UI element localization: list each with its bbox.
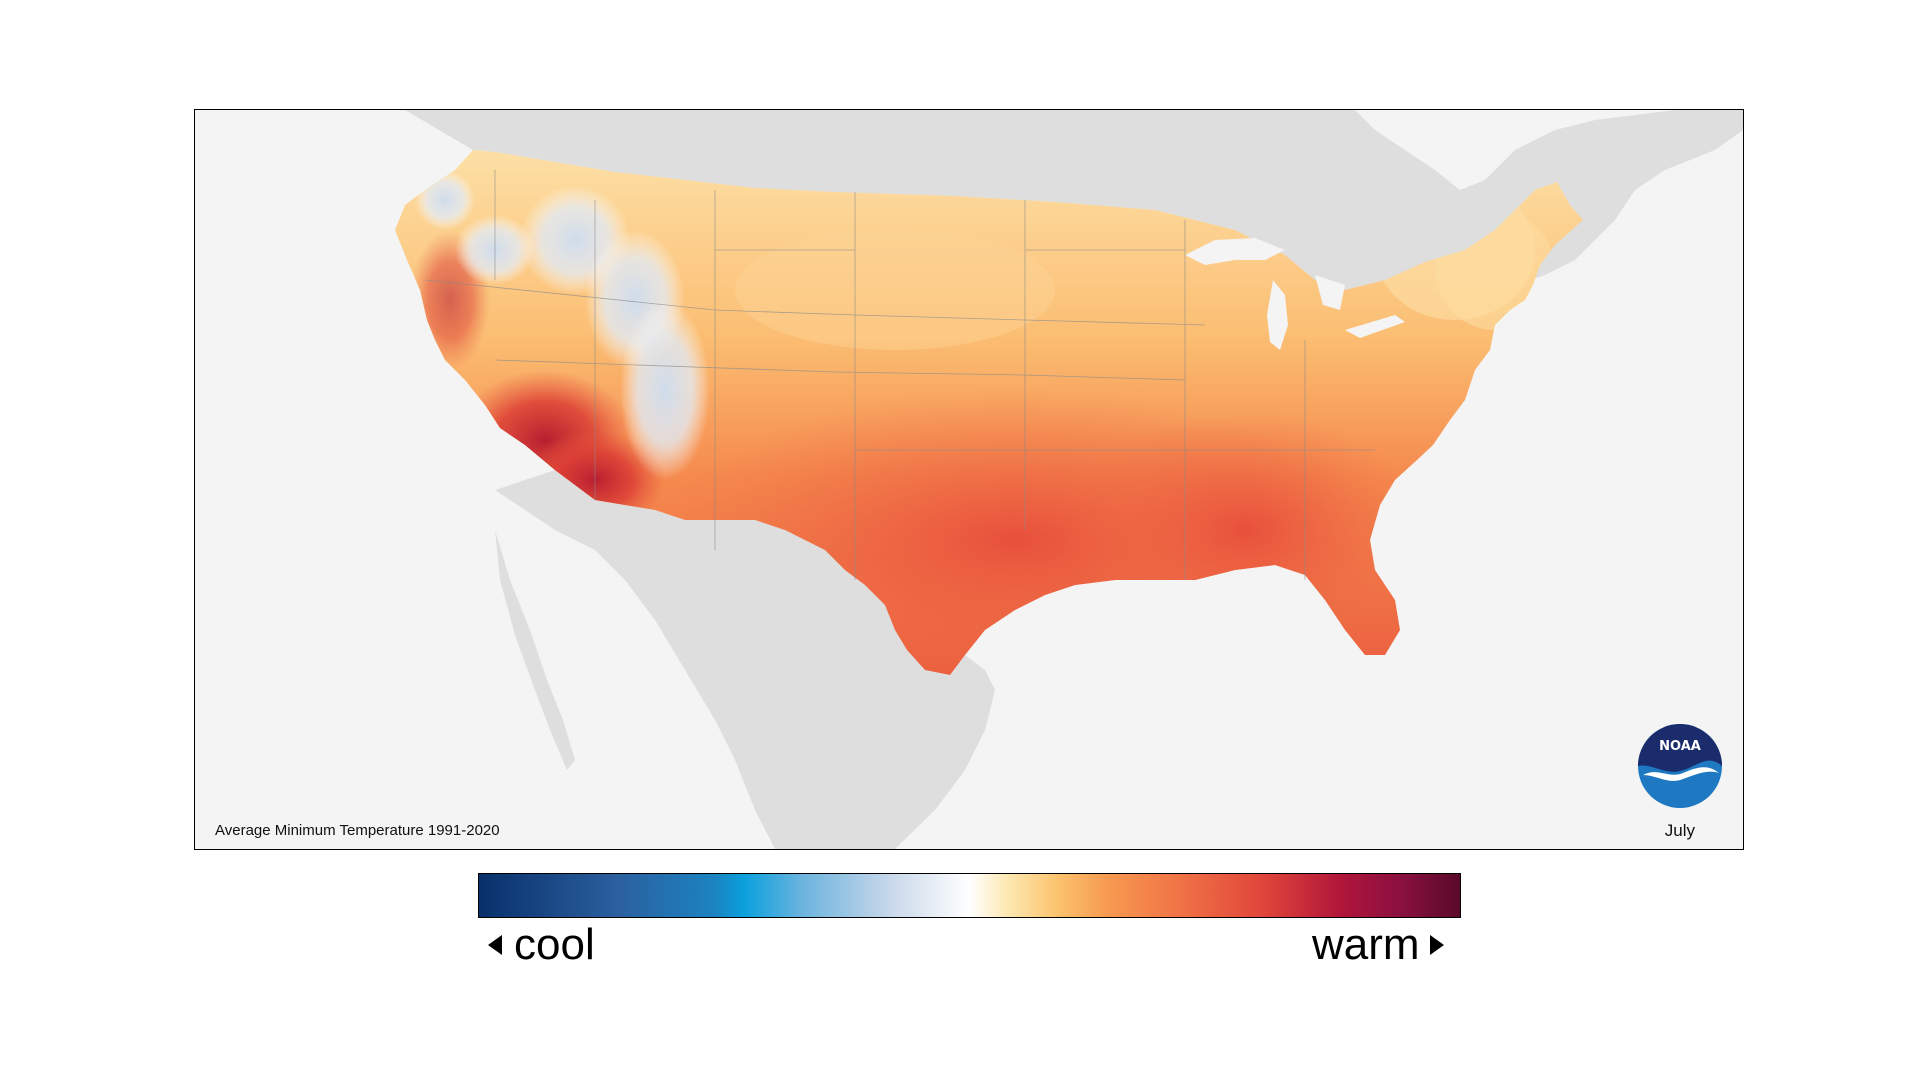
map-frame: Average Minimum Temperature 1991-2020 NO… [194, 109, 1744, 850]
lake-michigan [1267, 280, 1288, 350]
color-scale-bar [478, 873, 1461, 918]
warm-label-text: warm [1312, 920, 1420, 969]
cool-legend-label: cool [488, 918, 595, 972]
map-caption: Average Minimum Temperature 1991-2020 [215, 822, 500, 839]
baja-peninsula [495, 530, 575, 770]
mexico-land [495, 470, 995, 849]
lake-superior [1185, 238, 1285, 265]
left-arrow-icon [488, 935, 502, 955]
canada-land [405, 110, 1743, 315]
lake-erie [1345, 315, 1405, 338]
noaa-logo: NOAA [1638, 724, 1722, 808]
right-arrow-icon [1429, 935, 1444, 955]
state-boundaries [424, 170, 1375, 580]
lake-huron [1315, 275, 1345, 310]
cool-label-text: cool [514, 920, 595, 969]
month-label: July [1664, 821, 1695, 840]
warm-legend-label: warm [1312, 918, 1444, 972]
temperature-map [395, 110, 1743, 849]
noaa-logo-text: NOAA [1659, 739, 1701, 754]
